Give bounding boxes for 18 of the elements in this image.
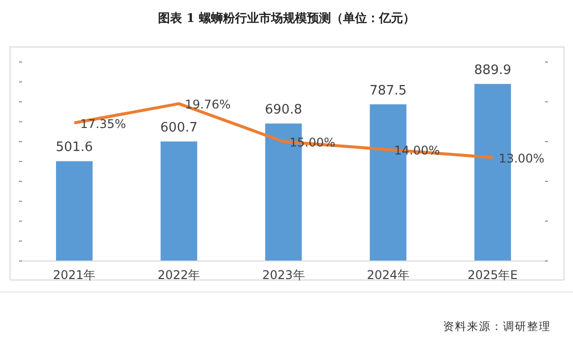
data-label: 15.00% (290, 136, 336, 150)
bar (160, 141, 198, 261)
data-label: 17.35% (80, 116, 126, 131)
data-label: 19.76% (184, 98, 231, 112)
data-label: 690.8 (264, 102, 302, 118)
data-label: 889.9 (474, 62, 512, 78)
x-tick-label: 2025年E (468, 268, 518, 282)
data-label: 787.5 (369, 83, 407, 98)
bar (56, 161, 93, 261)
data-label: 14.00% (394, 144, 440, 158)
data-label: 501.6 (56, 140, 93, 156)
chart-title: 图表 1 螺蛳粉行业市场规模预测（单位：亿元） (158, 11, 415, 25)
text: 资料来源：调研整理 (443, 320, 551, 333)
x-tick-label: 2023年 (262, 268, 305, 282)
data-label: 600.7 (160, 120, 198, 136)
x-tick-label: 2024年 (366, 268, 410, 282)
x-tick-label: 2022年 (158, 268, 200, 282)
x-tick-label: 2021年 (53, 268, 96, 282)
